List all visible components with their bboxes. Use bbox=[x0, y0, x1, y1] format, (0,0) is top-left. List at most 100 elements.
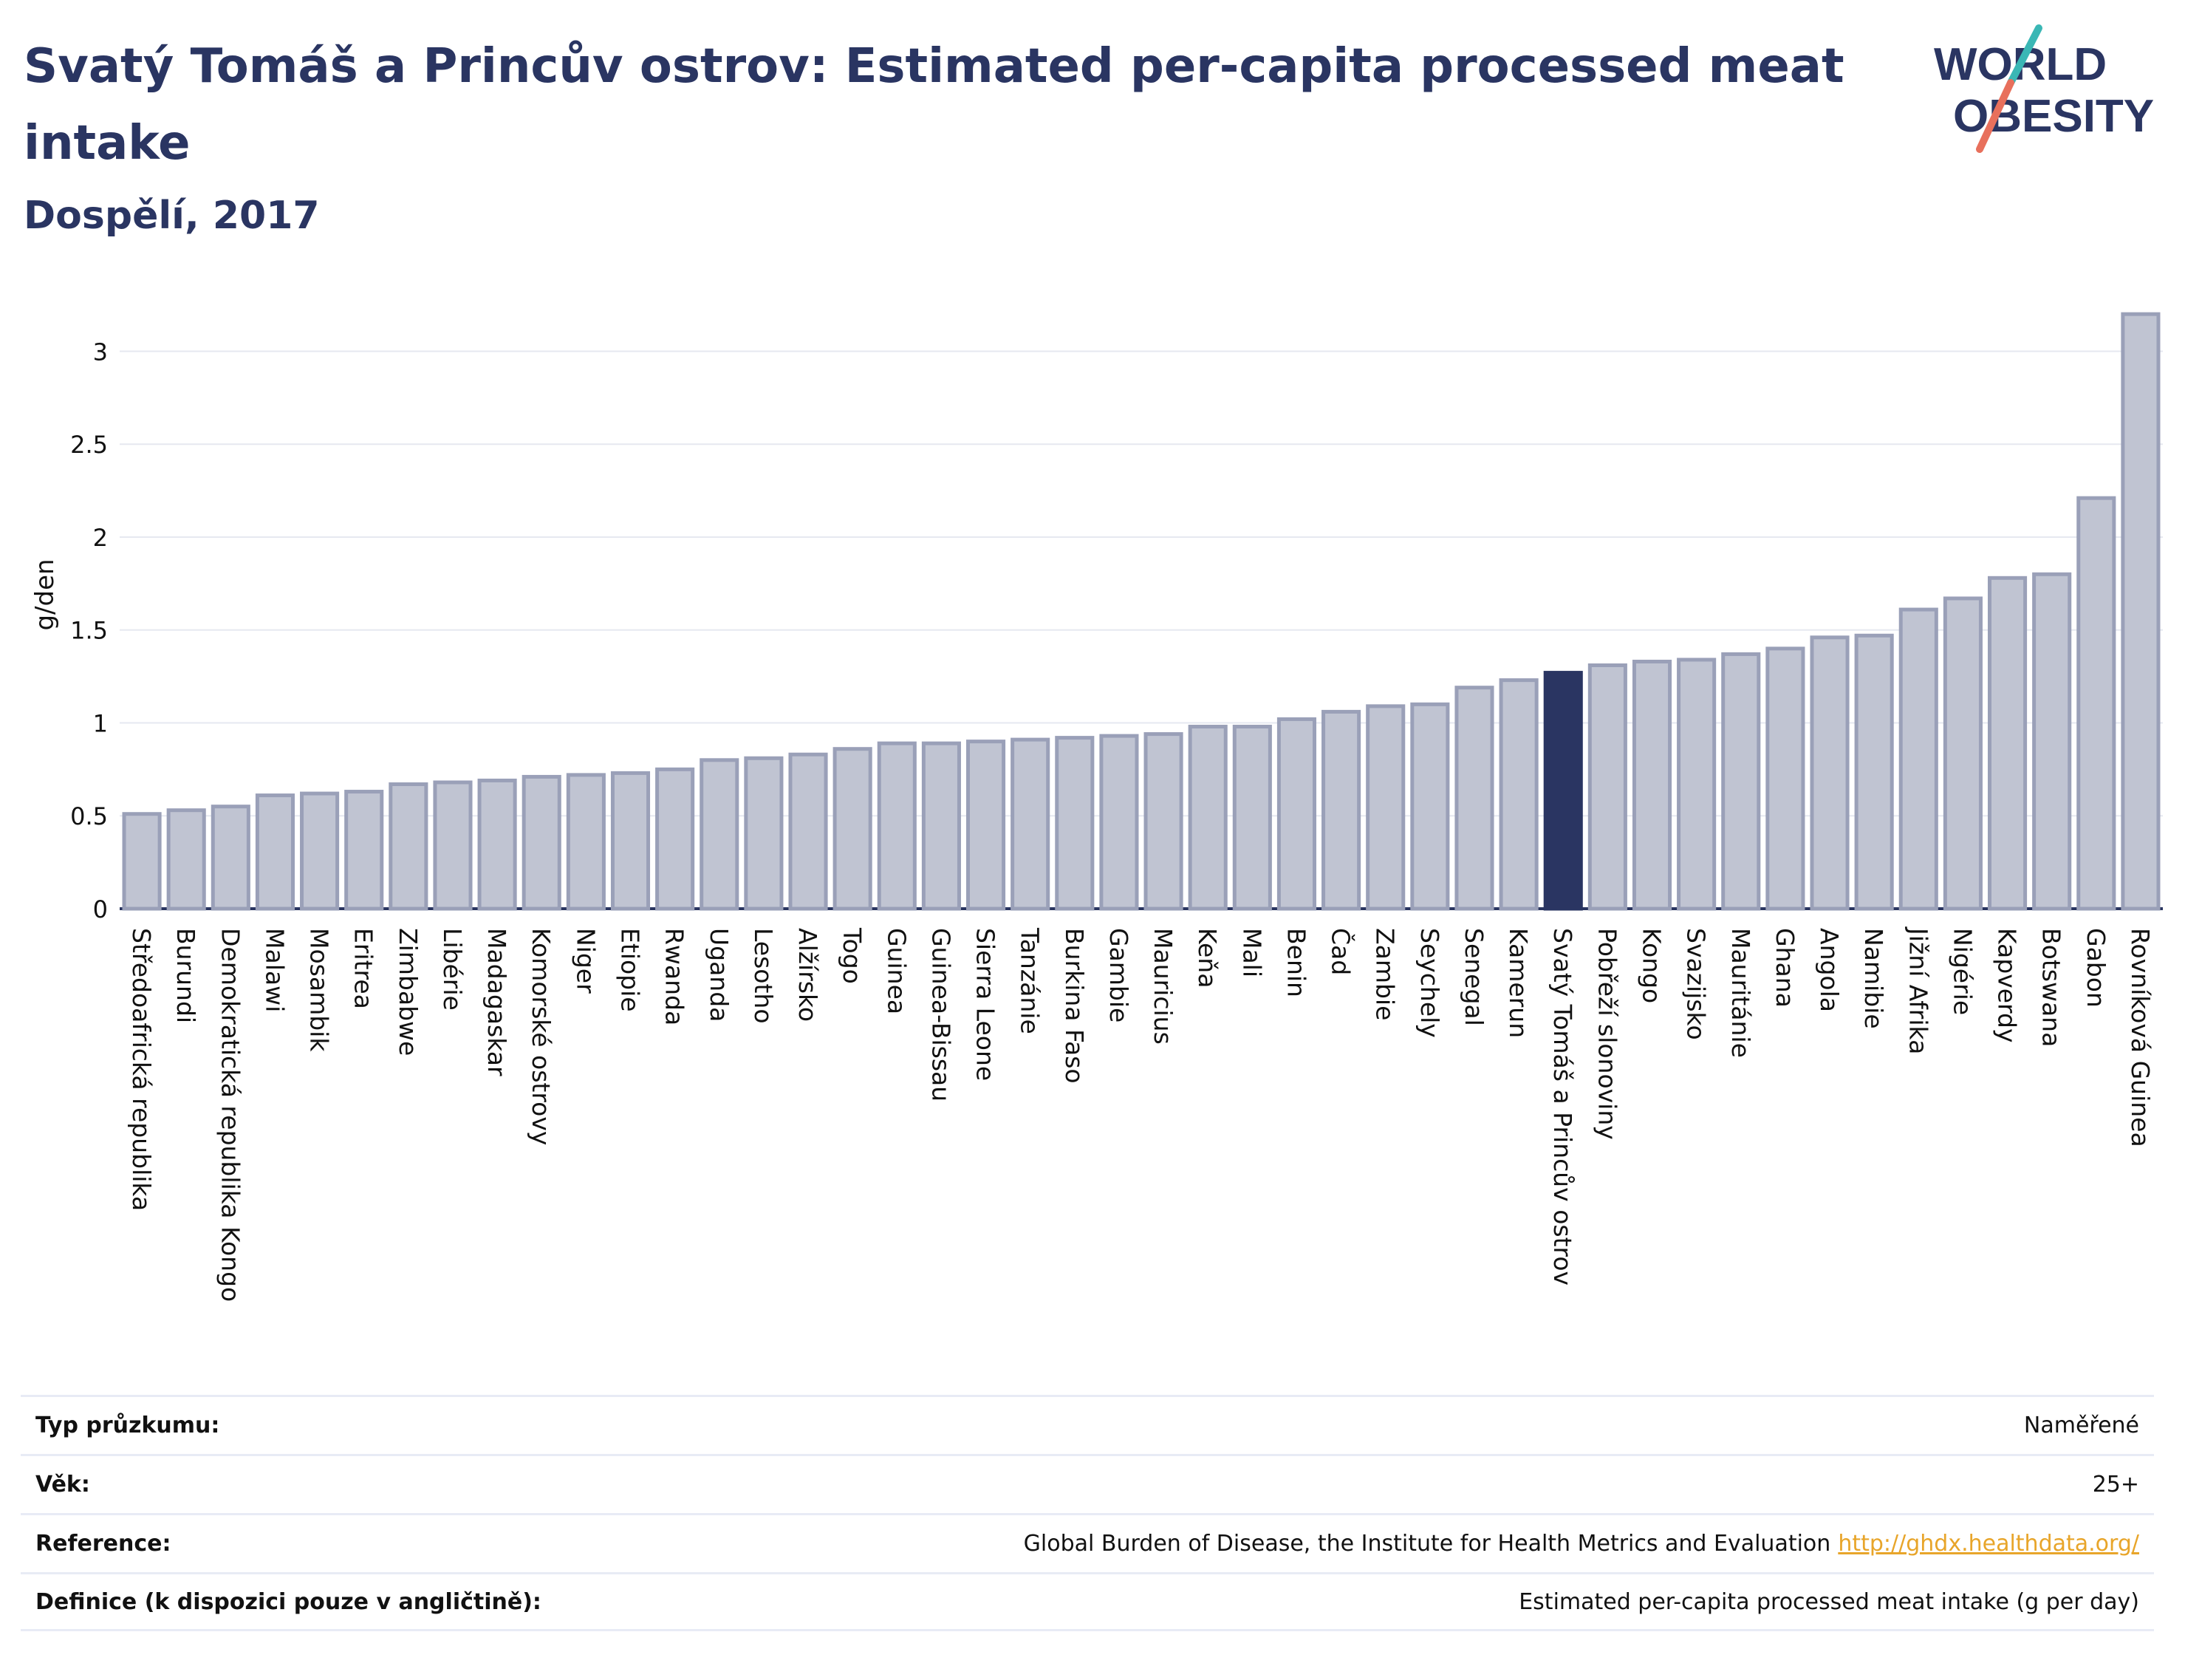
bar[interactable] bbox=[1188, 725, 1228, 911]
x-tick-label: Togo bbox=[838, 927, 866, 984]
x-tick-label: Botswana bbox=[2037, 928, 2066, 1047]
y-tick-label: 0 bbox=[93, 895, 108, 923]
bar[interactable] bbox=[255, 793, 295, 911]
bar[interactable] bbox=[2032, 572, 2072, 911]
x-tick-label: Madagaskar bbox=[482, 928, 511, 1076]
y-tick-label: 3 bbox=[93, 338, 108, 366]
bar[interactable] bbox=[1677, 658, 1717, 911]
bar[interactable] bbox=[965, 740, 1006, 911]
bar[interactable] bbox=[344, 790, 384, 911]
x-tick-label: Keňa bbox=[1193, 928, 1222, 988]
bar[interactable] bbox=[1232, 725, 1272, 911]
bar[interactable] bbox=[2121, 312, 2161, 911]
bar-highlighted[interactable] bbox=[1543, 671, 1583, 911]
bar[interactable] bbox=[832, 747, 872, 911]
bar[interactable] bbox=[1499, 678, 1539, 911]
metadata-label: Definice (k dispozici pouze v angličtině… bbox=[35, 1588, 541, 1615]
x-tick-label: Libérie bbox=[438, 928, 467, 1011]
bar[interactable] bbox=[1366, 704, 1406, 911]
bar[interactable] bbox=[788, 752, 828, 911]
x-tick-label: Lesotho bbox=[749, 928, 778, 1024]
x-tick-label: Senegal bbox=[1460, 928, 1488, 1026]
logo-slash-teal bbox=[2007, 24, 2042, 86]
bar[interactable] bbox=[1854, 633, 1894, 911]
x-tick-label: Uganda bbox=[705, 928, 734, 1022]
x-tick-label: Alžírsko bbox=[793, 928, 822, 1022]
bar[interactable] bbox=[1055, 736, 1095, 911]
bar[interactable] bbox=[1099, 734, 1139, 911]
x-tick-label: Benin bbox=[1282, 928, 1310, 997]
bar[interactable] bbox=[211, 805, 250, 911]
x-tick-label: Guinea bbox=[882, 928, 911, 1014]
x-tick-label: Etiopie bbox=[616, 928, 645, 1012]
metadata-value: Naměřené bbox=[2023, 1413, 2139, 1438]
bar[interactable] bbox=[921, 741, 961, 911]
page-title: Svatý Tomáš a Princův ostrov: Estimated … bbox=[24, 39, 1844, 171]
x-tick-label: Ghana bbox=[1771, 928, 1799, 1008]
bar[interactable] bbox=[1011, 737, 1050, 911]
y-tick-label: 2.5 bbox=[70, 431, 108, 459]
bar[interactable] bbox=[700, 758, 739, 911]
bar[interactable] bbox=[433, 780, 473, 911]
x-tick-label: Namibie bbox=[1859, 928, 1888, 1029]
bar[interactable] bbox=[1810, 635, 1850, 911]
bar[interactable] bbox=[300, 791, 340, 911]
x-tick-label: Zimbabwe bbox=[394, 928, 423, 1056]
bar[interactable] bbox=[477, 778, 517, 911]
bar[interactable] bbox=[1454, 686, 1494, 911]
x-tick-label: Rwanda bbox=[660, 928, 689, 1025]
x-tick-label: Mauritánie bbox=[1726, 928, 1755, 1058]
x-tick-label: Angola bbox=[1815, 928, 1844, 1012]
x-tick-label: Demokratická republika Kongo bbox=[216, 928, 245, 1302]
bar[interactable] bbox=[1587, 663, 1627, 911]
bar[interactable] bbox=[655, 767, 695, 911]
bar[interactable] bbox=[1898, 607, 1938, 911]
x-tick-label: Eritrea bbox=[349, 928, 378, 1009]
y-tick-label: 0.5 bbox=[70, 802, 108, 830]
metadata-value: Global Burden of Disease, the Institute … bbox=[1023, 1531, 2139, 1557]
bar[interactable] bbox=[1943, 596, 1983, 911]
x-tick-label: Niger bbox=[571, 928, 600, 994]
bar[interactable] bbox=[1321, 709, 1361, 911]
y-tick-label: 2 bbox=[93, 524, 108, 552]
x-tick-label: Gabon bbox=[2082, 928, 2110, 1008]
x-tick-label: Seychely bbox=[1415, 928, 1444, 1038]
world-obesity-logo: WORLD OBESITY bbox=[1934, 24, 2154, 153]
x-tick-label: Mali bbox=[1237, 928, 1266, 977]
bar[interactable] bbox=[522, 774, 561, 911]
bars bbox=[122, 312, 2161, 911]
bar[interactable] bbox=[389, 782, 428, 911]
y-axis-label: g/den bbox=[30, 559, 60, 630]
metadata-value: 25+ bbox=[2092, 1472, 2139, 1498]
bar[interactable] bbox=[1632, 659, 1672, 911]
bar[interactable] bbox=[1765, 646, 1805, 911]
x-tick-label: Komorské ostrovy bbox=[527, 928, 555, 1145]
x-tick-label: Malawi bbox=[260, 928, 289, 1012]
x-tick-label: Pobřeží slonoviny bbox=[1593, 928, 1621, 1140]
x-tick-label: Zambie bbox=[1371, 928, 1400, 1020]
x-tick-label: Čad bbox=[1327, 928, 1356, 975]
bar[interactable] bbox=[1721, 652, 1761, 911]
bar[interactable] bbox=[2076, 496, 2116, 911]
bar[interactable] bbox=[1410, 702, 1450, 911]
bar[interactable] bbox=[1987, 576, 2028, 911]
x-tick-label: Guinea-Bissau bbox=[926, 928, 955, 1102]
x-tick-label: Sierra Leone bbox=[971, 928, 1000, 1081]
metadata-label: Reference: bbox=[35, 1531, 171, 1557]
x-tick-label: Tanzánie bbox=[1016, 927, 1044, 1034]
y-tick-label: 1 bbox=[93, 709, 108, 737]
bar[interactable] bbox=[610, 771, 651, 911]
reference-link[interactable]: http://ghdx.healthdata.org/ bbox=[1838, 1531, 2139, 1557]
bar[interactable] bbox=[566, 773, 606, 911]
x-tick-label: Kapverdy bbox=[1993, 928, 2022, 1043]
x-tick-label: Jižní Afrika bbox=[1904, 926, 1932, 1054]
bar[interactable] bbox=[744, 756, 784, 911]
metadata-row: Definice (k dispozici pouze v angličtině… bbox=[21, 1572, 2154, 1631]
bar[interactable] bbox=[1143, 732, 1183, 911]
x-tick-label: Svatý Tomáš a Princův ostrov bbox=[1548, 928, 1577, 1285]
bar[interactable] bbox=[166, 808, 206, 911]
bar[interactable] bbox=[1276, 717, 1317, 911]
bar[interactable] bbox=[877, 741, 917, 911]
x-tick-label: Svazijsko bbox=[1682, 928, 1711, 1040]
bar[interactable] bbox=[122, 812, 162, 911]
